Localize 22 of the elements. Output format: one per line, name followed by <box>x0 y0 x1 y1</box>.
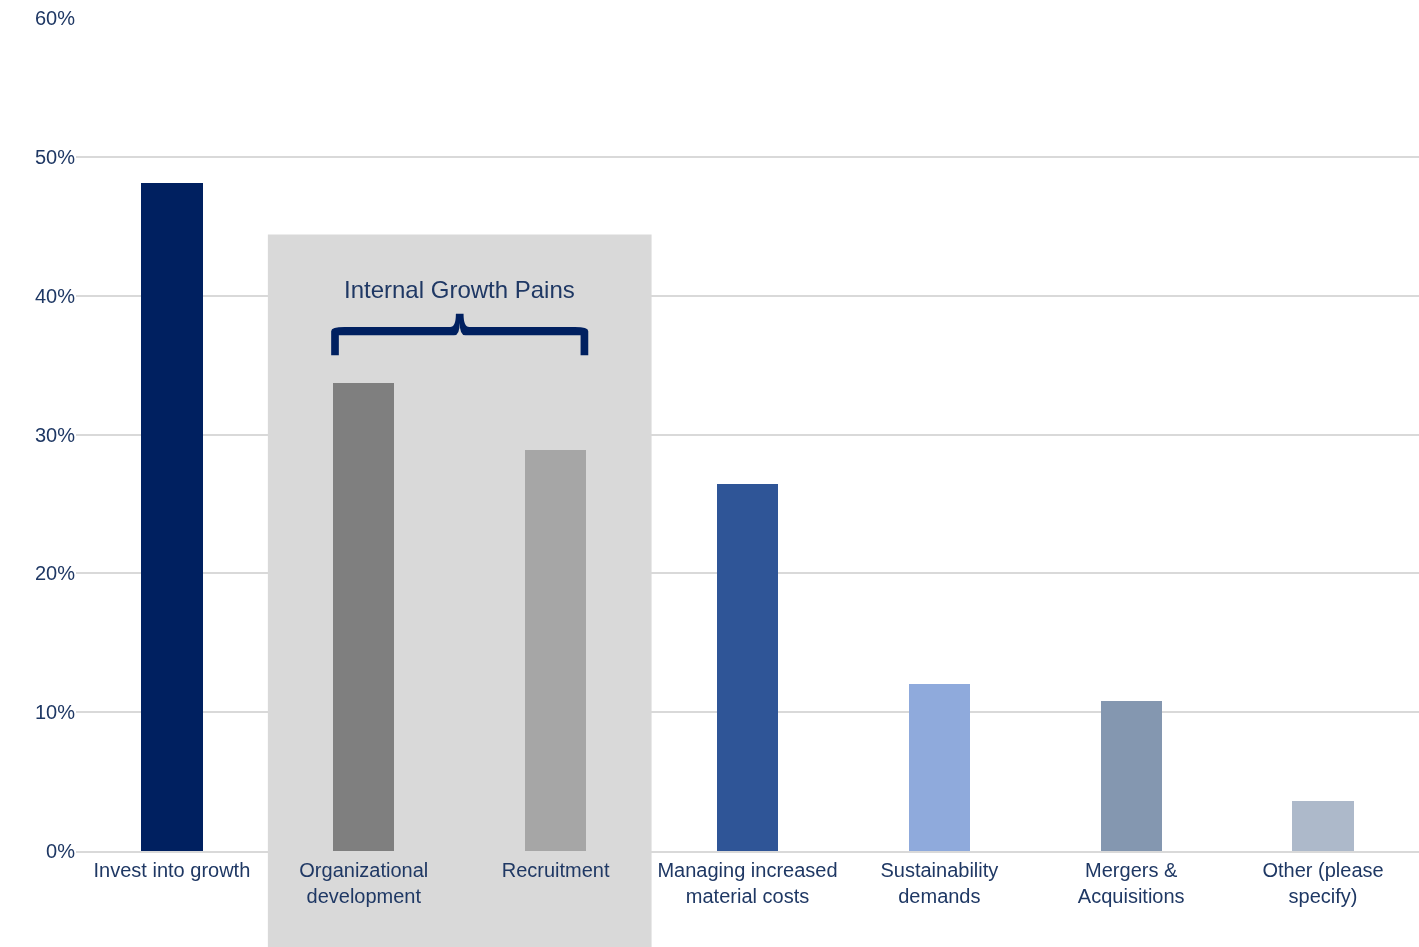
x-tick-label: Invest into growth <box>93 859 251 881</box>
bar <box>1292 801 1354 851</box>
bar <box>333 383 394 851</box>
y-tick-label: 40% <box>34 284 76 307</box>
band-label: Internal Growth Pains <box>344 276 575 303</box>
y-tick-label: 30% <box>34 423 76 446</box>
y-tick-label: 0% <box>46 840 76 862</box>
y-tick-label: 60% <box>34 7 76 29</box>
bar <box>141 183 203 851</box>
x-tick-label: Recruitment <box>501 859 610 881</box>
y-tick-label: 20% <box>34 562 76 585</box>
x-tick-label: Sustainability demands <box>880 859 999 907</box>
x-tick-label: Organizational development <box>299 859 429 907</box>
bar <box>717 484 778 851</box>
bar <box>1101 701 1162 851</box>
x-tick-label: Managing increased material costs <box>657 859 838 907</box>
bar <box>909 684 970 851</box>
y-tick-label: 10% <box>34 701 76 724</box>
y-tick-label: 50% <box>34 145 76 168</box>
x-tick-label: Mergers & Acquisitions <box>1077 859 1185 907</box>
x-tick-label: Other (please specify) <box>1262 859 1384 907</box>
bar <box>525 450 586 851</box>
